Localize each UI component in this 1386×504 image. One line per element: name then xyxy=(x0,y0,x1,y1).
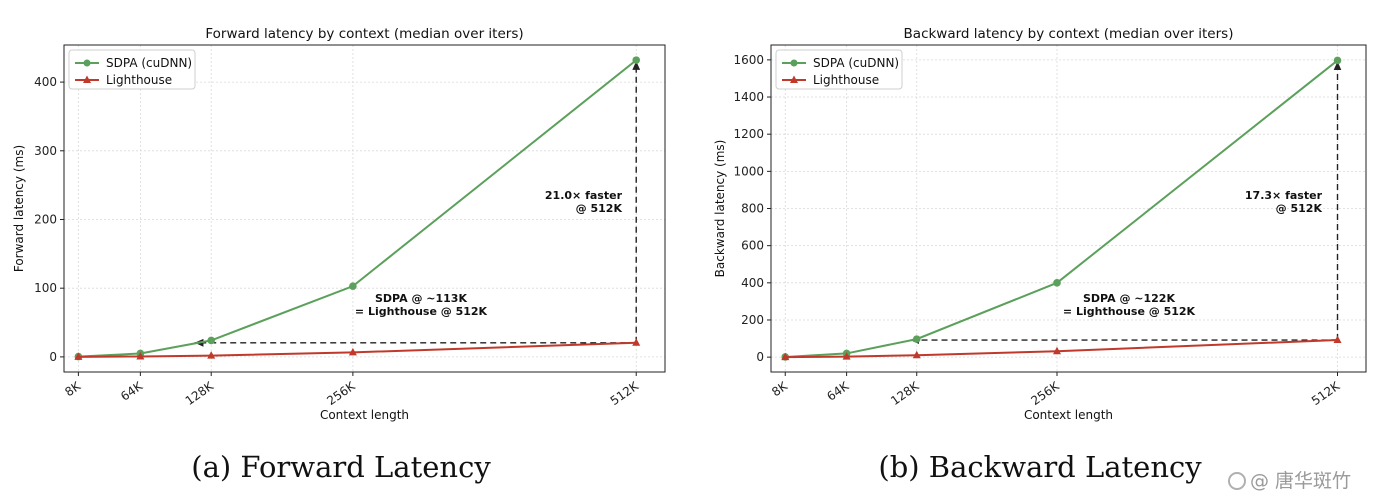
legend-label: Lighthouse xyxy=(106,73,172,87)
sdpa-point xyxy=(207,336,216,345)
match-annotation-line: SDPA @ ~122K xyxy=(1083,292,1175,305)
match-annotation-line: = Lighthouse @ 512K xyxy=(1063,305,1196,318)
lighthouse-point xyxy=(348,347,357,356)
y-tick-label: 1000 xyxy=(733,164,764,178)
lighthouse-point xyxy=(781,352,790,361)
x-tick-label: 128K xyxy=(183,378,217,408)
speedup-annotation-line: @ 512K xyxy=(576,202,623,215)
lighthouse-point xyxy=(136,351,145,360)
y-tick-label: 200 xyxy=(34,212,57,226)
caption-forward: (a) Forward Latency xyxy=(191,450,491,484)
y-tick-label: 1200 xyxy=(733,127,764,141)
match-annotation: SDPA @ ~122K = Lighthouse @ 512K xyxy=(1063,292,1196,318)
y-tick-label: 1400 xyxy=(733,90,764,104)
speedup-annotation: 17.3× faster @ 512K xyxy=(1245,189,1323,215)
y-tick-label: 1600 xyxy=(733,53,764,67)
lighthouse-point xyxy=(1052,346,1061,355)
watermark-text: @ 唐华斑竹 xyxy=(1250,470,1352,492)
y-axis-label: Backward latency (ms) xyxy=(713,140,727,278)
match-annotation-line: = Lighthouse @ 512K xyxy=(355,305,488,318)
chart-title: Forward latency by context (median over … xyxy=(205,26,523,42)
lighthouse-point xyxy=(1333,335,1342,344)
legend-box xyxy=(775,49,903,90)
y-tick-label: 800 xyxy=(741,202,764,216)
x-tick-label: 512K xyxy=(1309,378,1343,408)
y-tick-label: 300 xyxy=(34,144,57,158)
y-tick-label: 600 xyxy=(741,239,764,253)
x-tick-label: 8K xyxy=(769,378,791,399)
x-tick-label: 64K xyxy=(824,378,852,403)
legend-marker xyxy=(790,75,798,83)
lighthouse-point xyxy=(632,338,641,346)
legend-label: SDPA (cuDNN) xyxy=(813,56,899,70)
y-tick-label: 200 xyxy=(741,313,764,327)
speedup-annotation-line: 17.3× faster xyxy=(1245,189,1323,202)
caption-backward: (b) Backward Latency xyxy=(878,450,1202,484)
lighthouse-point xyxy=(74,352,83,360)
y-tick-label: 400 xyxy=(741,276,764,290)
x-axis-label: Context length xyxy=(1024,408,1113,422)
y-tick-label: 400 xyxy=(34,75,57,89)
sdpa-point xyxy=(1053,279,1061,287)
x-tick-label: 512K xyxy=(608,378,642,408)
wechat-logo-icon xyxy=(1228,472,1246,490)
sdpa-point xyxy=(632,56,641,64)
sdpa-point xyxy=(912,335,921,343)
speedup-annotation: 21.0× faster @ 512K xyxy=(545,189,623,215)
speedup-annotation-line: @ 512K xyxy=(1276,202,1323,215)
x-axis-label: Context length xyxy=(320,408,409,422)
match-annotation-line: SDPA @ ~113K xyxy=(375,292,467,305)
plot-frame xyxy=(63,44,666,373)
sdpa-point xyxy=(1333,56,1342,65)
x-tick-label: 8K xyxy=(62,378,84,399)
sdpa-point xyxy=(349,282,357,290)
x-tick-label: 256K xyxy=(324,378,358,408)
speedup-annotation-line: 21.0× faster xyxy=(545,189,623,202)
forward-latency-panel: 0 100 200 300 400 8K 64K 128K 256K 512K Forward la… xyxy=(12,26,666,422)
lighthouse-point xyxy=(207,351,216,359)
chart-title: Backward latency by context (median over… xyxy=(904,26,1234,42)
lighthouse-point xyxy=(842,352,851,360)
y-tick-label: 0 xyxy=(756,350,764,364)
lighthouse-point xyxy=(912,350,921,359)
x-tick-label: 256K xyxy=(1028,378,1062,408)
legend-label: Lighthouse xyxy=(813,73,879,87)
match-annotation: SDPA @ ~113K = Lighthouse @ 512K xyxy=(355,292,488,318)
y-tick-label: 100 xyxy=(34,281,57,295)
backward-latency-panel: 0 200 400 600 800 1000 1200 1400 1600 8K 64K 128K 25… xyxy=(713,26,1367,422)
legend-marker xyxy=(790,59,798,67)
x-tick-label: 128K xyxy=(888,378,922,408)
watermark: @ 唐华斑竹 xyxy=(1228,466,1351,493)
legend-marker xyxy=(83,75,91,83)
y-axis-label: Forward latency (ms) xyxy=(12,145,26,272)
legend-label: SDPA (cuDNN) xyxy=(106,56,192,70)
x-tick-label: 64K xyxy=(118,378,146,403)
legend-box xyxy=(68,49,196,90)
legend-marker xyxy=(83,59,91,67)
y-tick-label: 0 xyxy=(49,350,57,364)
